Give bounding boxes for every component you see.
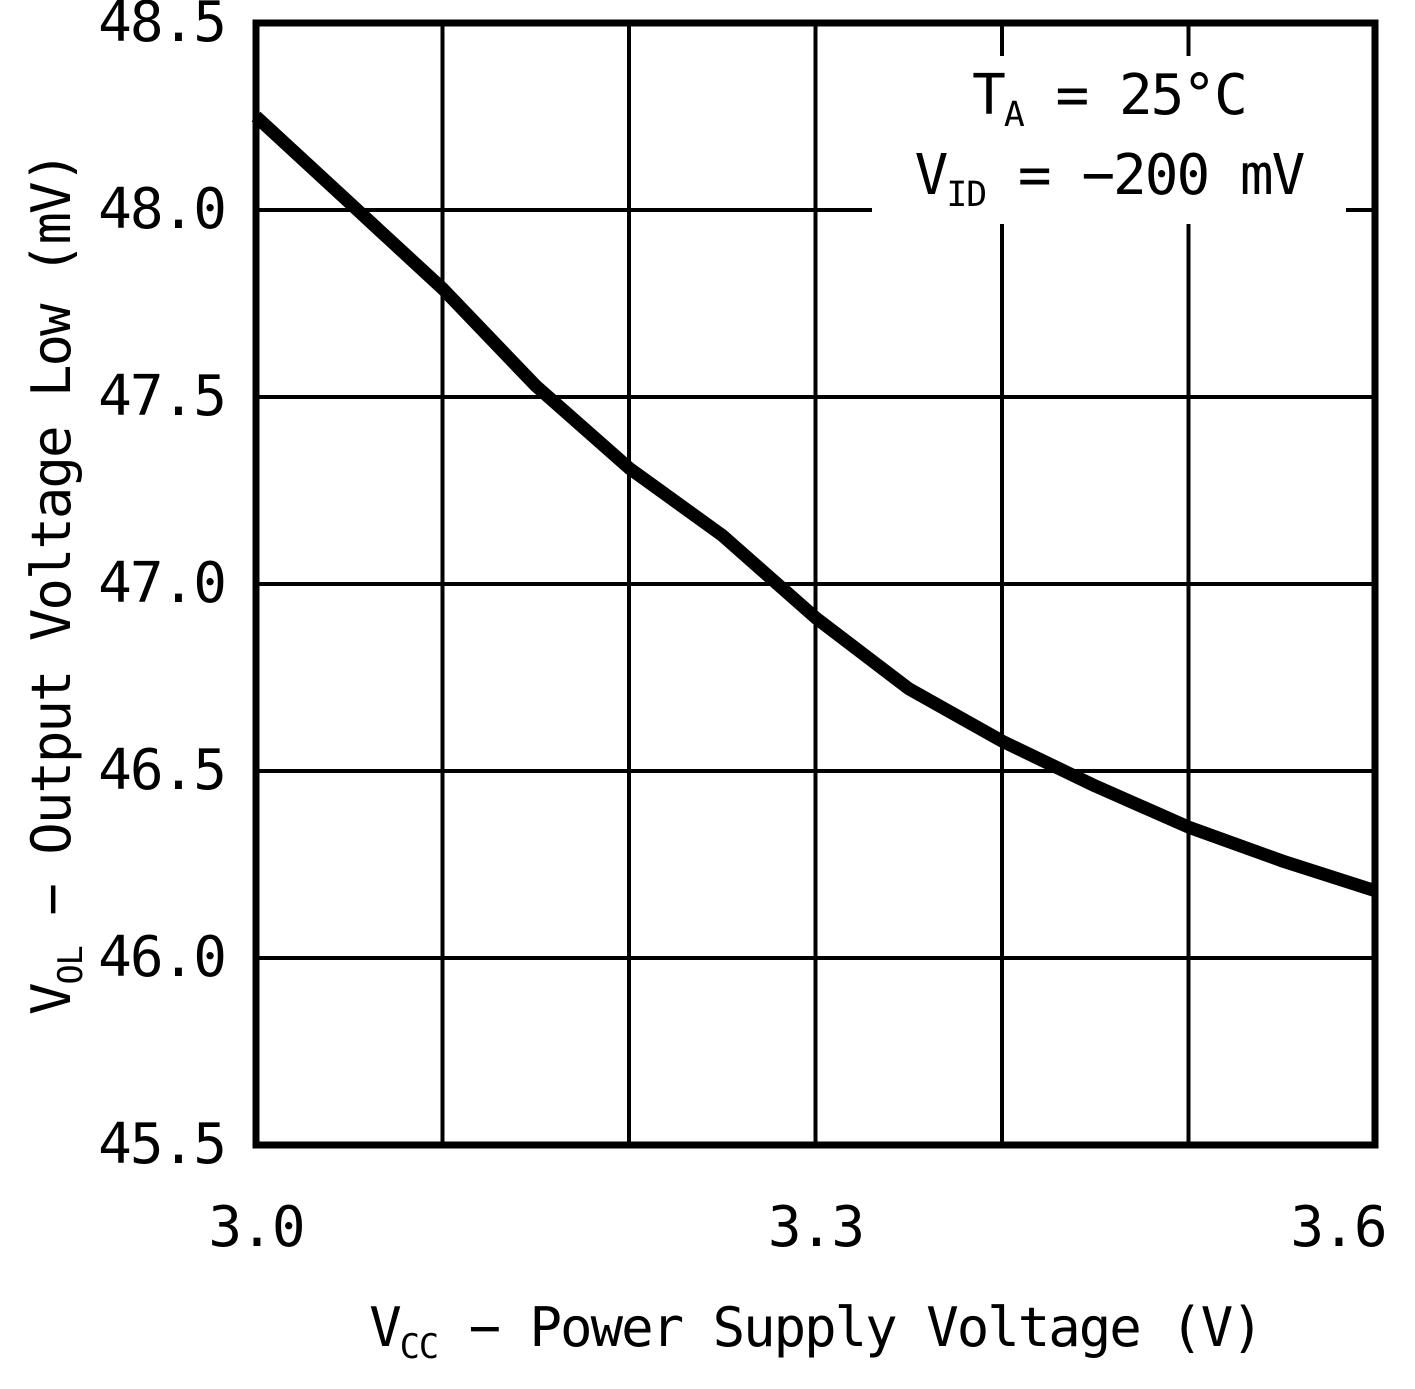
x-tick-label: 3.6 xyxy=(1290,1195,1387,1260)
y-tick-label: 48.5 xyxy=(98,0,227,55)
condition-vid-symbol: V xyxy=(914,143,949,208)
x-axis-symbol-subscript: CC xyxy=(399,1326,439,1366)
x-tick-label: 3.3 xyxy=(767,1195,865,1260)
x-axis-symbol: V xyxy=(369,1296,401,1359)
x-axis-title: VCC − Power Supply Voltage (V) xyxy=(256,1296,1375,1364)
y-tick-label: 47.0 xyxy=(98,551,227,616)
y-tick-label: 45.5 xyxy=(98,1112,227,1177)
plot-border xyxy=(252,19,1379,1149)
y-axis-title-text: − Output Voltage Low (mV) xyxy=(20,152,83,947)
condition-vid-value: = −200 mV xyxy=(986,143,1305,208)
y-tick-label: 48.0 xyxy=(98,177,227,242)
test-conditions: TA = 25°C VID = −200 mV xyxy=(872,56,1346,224)
condition-vid: VID = −200 mV xyxy=(872,136,1346,216)
x-axis-title-text: − Power Supply Voltage (V) xyxy=(438,1296,1264,1359)
vol-curve xyxy=(251,111,1377,897)
condition-ta-subscript: A xyxy=(1003,95,1025,136)
condition-vid-subscript: ID xyxy=(946,175,987,216)
x-tick-label: 3.0 xyxy=(208,1195,305,1260)
y-axis-symbol: V xyxy=(20,984,83,1016)
condition-ta-value: = 25°C xyxy=(1023,63,1248,128)
y-tick-label: 46.5 xyxy=(98,738,227,803)
condition-ta: TA = 25°C xyxy=(872,56,1346,136)
y-tick-label: 47.5 xyxy=(98,364,227,429)
condition-ta-symbol: T xyxy=(972,63,1006,128)
y-tick-label: 46.0 xyxy=(98,925,227,990)
